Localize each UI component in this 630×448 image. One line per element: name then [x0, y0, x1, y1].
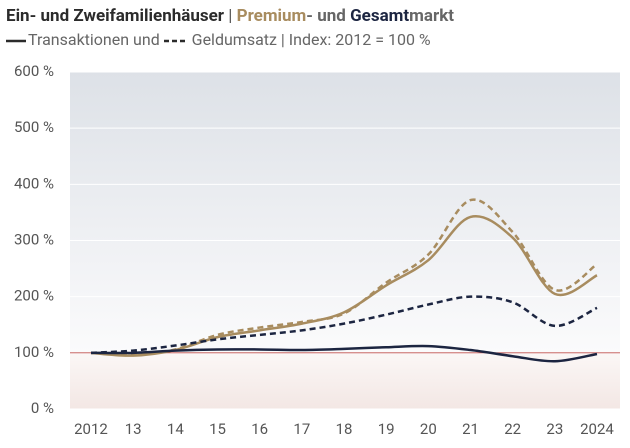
x-tick-label: 13	[125, 420, 142, 438]
y-tick-label: 300 %	[14, 230, 54, 248]
title-part: Premium	[236, 6, 307, 26]
x-tick-label: 21	[462, 420, 479, 438]
y-tick-label: 100 %	[14, 343, 54, 361]
legend-solid	[6, 39, 26, 43]
subtitle: Transaktionen und Geldumsatz | Index: 20…	[6, 28, 454, 52]
plot-bg	[70, 72, 620, 353]
x-tick-label: 22	[504, 420, 521, 438]
x-tick-label: 16	[251, 420, 268, 438]
y-tick-label: 400 %	[14, 174, 54, 192]
series-line	[90, 295, 598, 355]
title-part: |	[228, 6, 233, 26]
x-tick-label: 17	[293, 420, 310, 438]
x-tick-label: 23	[546, 420, 563, 438]
x-tick-label: 19	[378, 420, 395, 438]
subtitle-part: Geldumsatz | Index: 2012 = 100 %	[191, 30, 431, 49]
title-part: markt	[409, 6, 455, 26]
title: Ein- und Zweifamilienhäuser | Premium- u…	[6, 4, 454, 28]
subtitle-part: Transaktionen und	[28, 30, 160, 49]
y-tick-label: 0 %	[31, 399, 54, 417]
x-tick-label: 2024	[580, 420, 614, 438]
title-part: - und	[306, 6, 346, 26]
x-tick-label: 14	[167, 420, 184, 438]
x-tick-label: 15	[209, 420, 226, 438]
title-part: Ein- und Zweifamilienhäuser	[6, 6, 225, 26]
y-tick-label: 200 %	[14, 287, 54, 305]
header: Ein- und Zweifamilienhäuser | Premium- u…	[6, 4, 454, 52]
x-tick-label: 18	[336, 420, 353, 438]
y-tick-label: 500 %	[14, 118, 54, 136]
series-line	[90, 344, 598, 363]
title-part: Gesamt	[350, 6, 410, 26]
y-tick-label: 600 %	[14, 62, 54, 80]
plot-bg	[70, 352, 620, 409]
x-tick-label: 2012	[74, 420, 108, 438]
x-tick-label: 20	[420, 420, 437, 438]
legend-dashed	[163, 39, 186, 43]
